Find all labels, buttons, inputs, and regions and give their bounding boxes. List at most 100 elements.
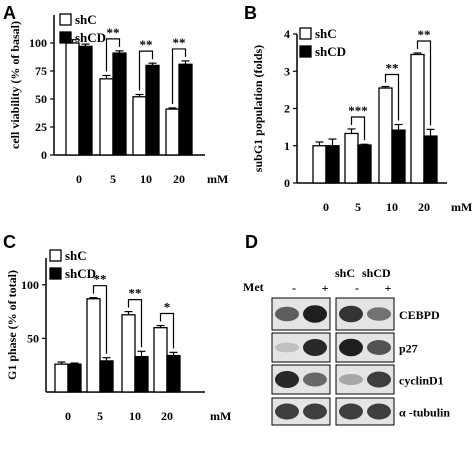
x-tick-label: 0	[76, 172, 82, 186]
panel-label-b: B	[244, 3, 257, 23]
legend-swatch-shc	[299, 27, 312, 40]
bar-shcd	[99, 360, 114, 393]
bar-shcd	[357, 144, 372, 184]
western-blot-d: D Met - + - + shC shCD CEBPD p27 cyclinD1 α -tubuli…	[243, 232, 450, 426]
x-tick-label: 0	[65, 409, 71, 423]
x-tick-label: 0	[323, 200, 329, 214]
protein-label: CEBPD	[399, 308, 440, 322]
protein-band	[303, 305, 327, 323]
x-tick-label: 10	[386, 200, 398, 214]
x-tick-label: 5	[355, 200, 361, 214]
y-tick-label: 0	[41, 148, 47, 162]
legend-swatch-shcd	[299, 45, 312, 58]
significance-label: **	[129, 286, 142, 301]
protein-band	[303, 339, 327, 356]
significance-label: **	[94, 272, 107, 287]
protein-band	[339, 374, 363, 385]
y-tick-label: 100	[21, 278, 39, 292]
bar-shcd	[166, 354, 181, 393]
y-tick-label: 75	[35, 64, 47, 78]
legend-swatch-shc	[49, 249, 62, 262]
significance-bracket	[138, 50, 154, 91]
bar-shc	[410, 53, 425, 184]
significance-bracket	[159, 312, 175, 349]
bar-shc	[153, 327, 168, 393]
significance-bracket	[92, 285, 108, 354]
protein-label: p27	[399, 342, 418, 356]
significance-label: *	[164, 300, 171, 315]
significance-label: **	[107, 25, 120, 40]
significance-label: **	[173, 35, 186, 50]
bar-shc	[65, 42, 80, 156]
legend-swatch-shcd	[49, 267, 62, 280]
chart-b: B 0 1 2 3 4 subG1 population (folds) 0 5 10 20 mM **…	[244, 3, 472, 214]
protein-band	[303, 403, 327, 420]
treatment-label: Met	[243, 280, 264, 294]
legend-label-shcd: shCD	[65, 266, 96, 281]
bar-shc	[165, 108, 180, 156]
bar-shc	[99, 78, 114, 156]
legend-label-shc: shC	[315, 26, 337, 41]
x-unit-label: mM	[207, 172, 228, 186]
group-label-shcd: shCD	[362, 266, 391, 280]
bar-shc	[312, 145, 327, 184]
bar-shcd	[78, 45, 93, 156]
y-axis-title: cell viability (% of basal)	[8, 21, 22, 149]
protein-label: cyclinD1	[399, 374, 444, 388]
legend-swatch-shcd	[59, 31, 72, 44]
y-axis-title: subG1 population (folds)	[251, 45, 265, 172]
protein-band	[367, 307, 391, 321]
legend-swatch-shc	[59, 13, 72, 26]
legend-label-shc: shC	[65, 248, 87, 263]
protein-band	[275, 306, 299, 322]
x-tick-label: 5	[110, 172, 116, 186]
y-tick-label: 25	[35, 120, 47, 134]
y-tick-label: 1	[284, 139, 290, 153]
protein-band	[367, 403, 391, 420]
y-axis-title: G1 phase (% of total)	[5, 270, 19, 380]
protein-band	[275, 371, 299, 388]
protein-band	[339, 338, 363, 357]
panel-label-d: D	[245, 232, 258, 252]
y-tick-label: 50	[35, 92, 47, 106]
panel-label-c: C	[3, 232, 16, 252]
panel-label-a: A	[3, 3, 16, 23]
significance-label: ***	[348, 103, 368, 118]
y-tick-label: 3	[284, 64, 290, 78]
bar-shcd	[112, 52, 127, 156]
bar-shcd	[325, 145, 340, 184]
chart-a: A 0 25 50 75 100 cell viability (% of basal) 0 5…	[3, 3, 228, 186]
significance-bracket	[384, 73, 400, 121]
significance-bracket	[350, 116, 366, 141]
protein-band	[339, 305, 363, 323]
protein-band	[367, 340, 391, 355]
bar-shc	[121, 314, 136, 393]
protein-band	[303, 372, 327, 387]
bar-shcd	[145, 64, 160, 156]
bar-shc	[344, 132, 359, 184]
x-tick-label: 20	[173, 172, 185, 186]
significance-label: **	[140, 37, 153, 52]
significance-bracket	[105, 38, 121, 72]
x-tick-label: 20	[161, 409, 173, 423]
bar-shc	[378, 87, 393, 184]
bar-shc	[86, 298, 101, 393]
lane-treatment: -	[292, 281, 296, 295]
lane-treatment: -	[355, 281, 359, 295]
protein-band	[275, 403, 299, 420]
y-tick-label: 4	[284, 27, 290, 41]
bar-shc	[54, 363, 69, 393]
significance-bracket	[171, 48, 187, 104]
x-tick-label: 10	[140, 172, 152, 186]
lane-treatment: +	[385, 281, 392, 295]
y-tick-label: 0	[284, 176, 290, 190]
bar-shcd	[423, 135, 438, 184]
group-label-shc: shC	[335, 266, 355, 280]
bar-shc	[132, 96, 147, 156]
x-tick-label: 20	[418, 200, 430, 214]
protein-label: α -tubulin	[399, 406, 450, 420]
y-tick-label: 2	[284, 102, 290, 116]
protein-band	[367, 371, 391, 388]
